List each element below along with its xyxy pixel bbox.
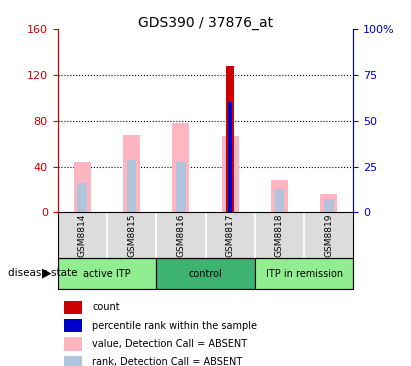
Bar [74,162,91,212]
Text: GSM8816: GSM8816 [176,213,185,257]
Text: disease state: disease state [8,268,78,278]
Text: GSM8815: GSM8815 [127,213,136,257]
Text: ▶: ▶ [42,266,51,279]
Bar [65,356,82,366]
Bar [275,190,284,212]
Bar [127,160,136,212]
Bar [123,134,140,212]
Text: value, Detection Call = ABSENT: value, Detection Call = ABSENT [92,339,247,349]
Bar [324,198,334,212]
Text: GSM8819: GSM8819 [324,213,333,257]
Text: rank, Detection Call = ABSENT: rank, Detection Call = ABSENT [92,357,242,366]
Bar [225,144,235,212]
Text: ITP in remission: ITP in remission [266,269,343,279]
Bar [77,183,87,212]
Bar [65,319,82,332]
Bar [58,258,156,289]
Bar [65,337,82,351]
Text: GDS390 / 37876_at: GDS390 / 37876_at [138,16,273,30]
Bar [226,66,234,212]
Bar [222,136,239,212]
Bar [271,180,288,212]
Bar [172,123,189,212]
Bar [255,258,353,289]
Bar [65,301,82,314]
Bar [320,194,337,212]
Bar [228,102,232,212]
Bar [156,258,255,289]
Text: GSM8814: GSM8814 [78,213,87,257]
Text: control: control [189,269,222,279]
Bar [176,162,186,212]
Text: GSM8818: GSM8818 [275,213,284,257]
Text: percentile rank within the sample: percentile rank within the sample [92,321,257,331]
Text: active ITP: active ITP [83,269,131,279]
Text: GSM8817: GSM8817 [226,213,235,257]
Text: count: count [92,302,120,313]
